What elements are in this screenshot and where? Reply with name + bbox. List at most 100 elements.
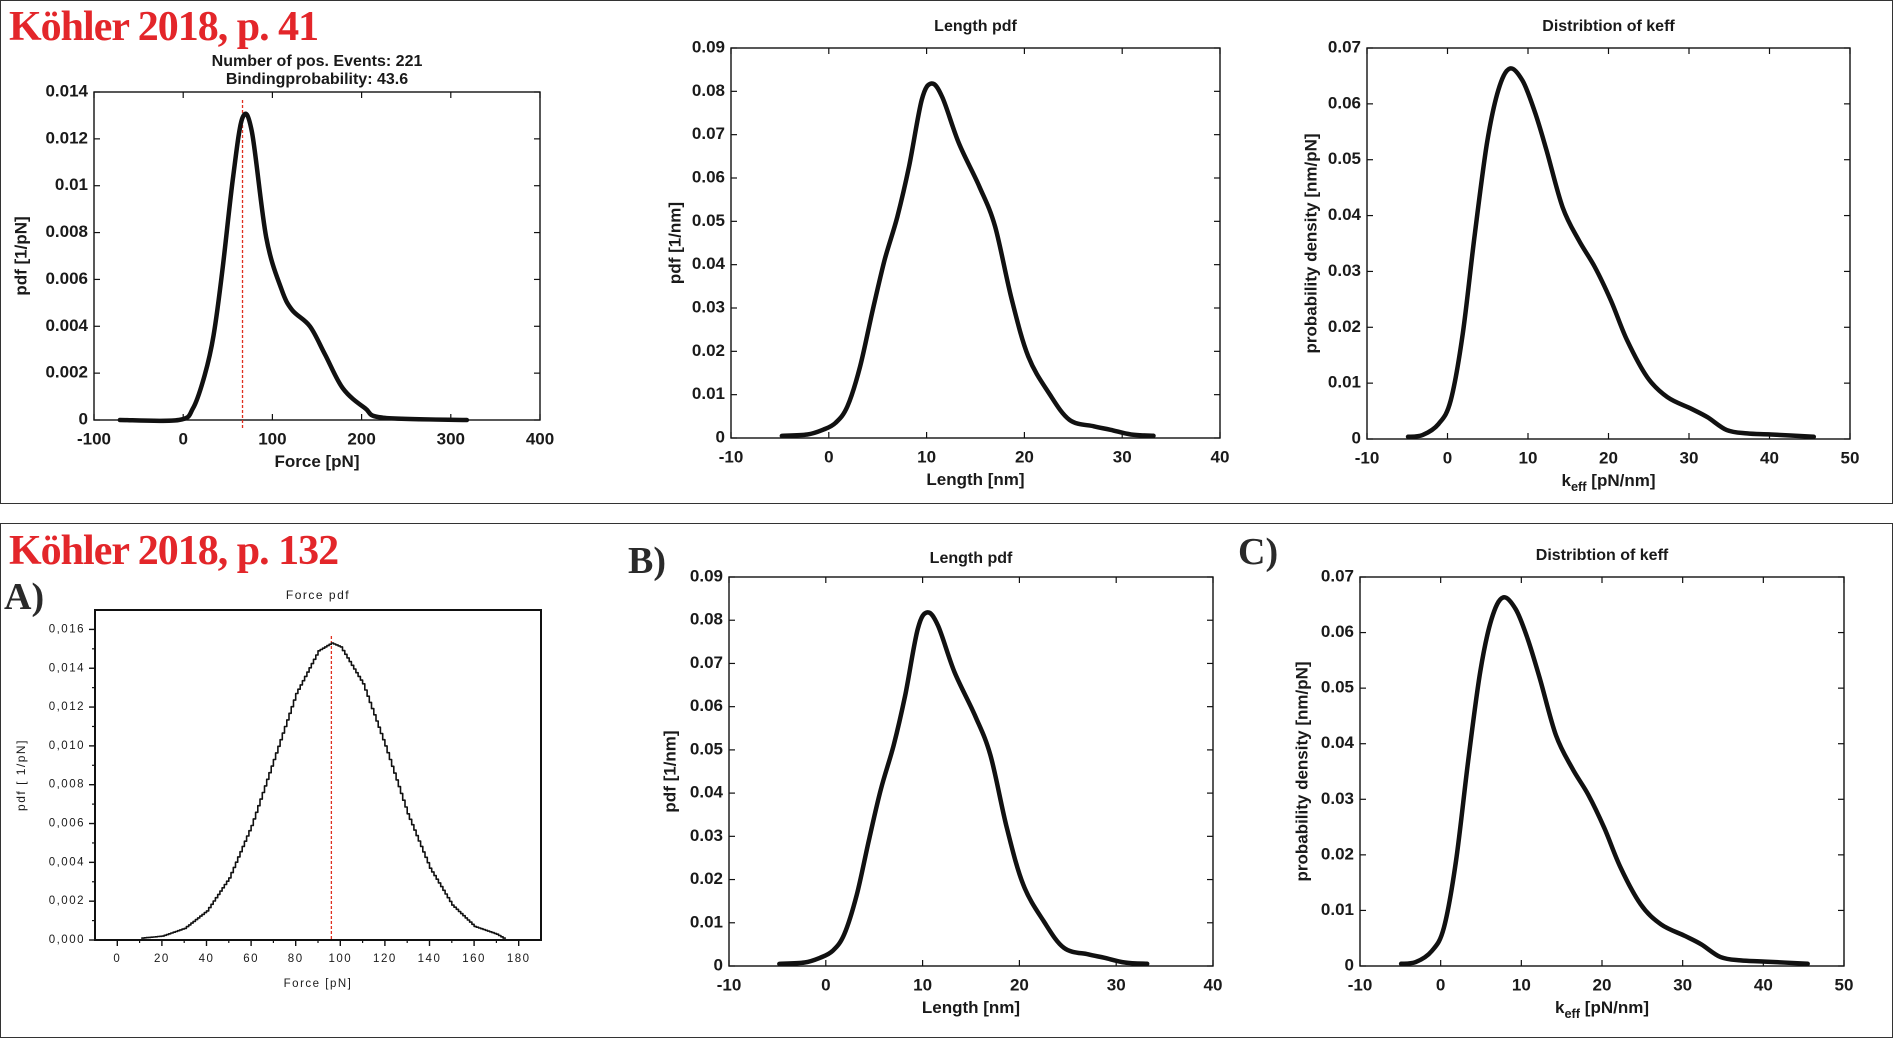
x-axis-label-main: k: [1555, 998, 1565, 1017]
x-axis-label: keff [pN/nm]: [1555, 998, 1649, 1021]
x-tick-label: 40: [199, 953, 215, 965]
chart-title: Bindingprobability: 43.6: [226, 71, 408, 88]
x-tick-label: 40: [1760, 448, 1779, 467]
y-tick-label: 0.01: [692, 384, 725, 403]
x-axis-label: Force [pN]: [275, 452, 360, 471]
chart-0: -100 0 100 200 300 40000.0020.0040.0060.0080.…: [11, 53, 554, 471]
x-tick-label: 400: [526, 429, 554, 448]
x-axis-label: Length [nm]: [922, 998, 1020, 1017]
x-tick-label: 180: [507, 953, 531, 965]
y-tick-label: 0.09: [690, 566, 723, 585]
x-tick-label: 40: [1754, 975, 1773, 994]
y-tick-label: 0.02: [1328, 317, 1361, 336]
y-tick-label: 0.06: [690, 696, 723, 715]
x-tick-label: -10: [1355, 448, 1380, 467]
y-tick-label: 0: [1345, 955, 1354, 974]
y-tick-label: 0.05: [1328, 149, 1361, 168]
x-tick-label: 0: [1436, 975, 1445, 994]
source-label-bottom: Köhler 2018, p. 132: [9, 528, 339, 574]
x-tick-label: 0: [821, 975, 830, 994]
y-tick-label: 0.02: [1321, 844, 1354, 863]
pdf-curve: [779, 81, 1156, 439]
x-tick-label: 20: [1015, 447, 1034, 466]
x-axis-label-main: Length [nm]: [922, 998, 1020, 1017]
pdf-curve: [117, 111, 470, 424]
y-tick-label: 0,000: [49, 934, 85, 946]
y-tick-label: 0.002: [45, 363, 88, 382]
plot-area: [1366, 47, 1851, 440]
y-tick-label: 0.04: [1328, 205, 1362, 224]
x-axis-label-subscript: eff: [1564, 1006, 1580, 1021]
x-tick-label: 20: [1593, 975, 1612, 994]
x-tick-label: 0: [824, 447, 833, 466]
y-tick-label: 0,004: [49, 856, 85, 868]
y-tick-label: 0.05: [690, 739, 723, 758]
pdf-curve: [777, 610, 1150, 967]
x-axis-label-main: Force [pN]: [275, 452, 360, 471]
y-tick-label: 0.07: [692, 124, 725, 143]
panel-label-c: C): [1238, 531, 1279, 573]
source-label-top: Köhler 2018, p. 41: [9, 4, 319, 50]
chart-4: -10 0 10 20 30 4000.010.020.030.040.050.060.0…: [660, 550, 1222, 1017]
y-tick-label: 0.09: [692, 37, 725, 56]
y-tick-label: 0.012: [45, 128, 88, 147]
y-tick-label: 0.07: [1328, 37, 1361, 56]
chart-title: Length pdf: [930, 550, 1013, 567]
pdf-curve: [1398, 595, 1810, 967]
x-tick-label: 50: [1841, 448, 1860, 467]
y-tick-label: 0.014: [45, 81, 88, 100]
x-tick-label: 0: [1443, 448, 1452, 467]
y-tick-label: 0.06: [1328, 93, 1361, 112]
y-tick-label: 0.04: [1321, 733, 1355, 752]
y-tick-label: 0.01: [55, 175, 88, 194]
y-tick-label: 0.07: [1321, 566, 1354, 585]
y-tick-label: 0,006: [49, 818, 85, 830]
y-tick-label: 0.04: [690, 783, 724, 802]
chart-title: Length pdf: [934, 18, 1017, 35]
y-tick-label: 0.008: [45, 222, 88, 241]
y-tick-label: 0.01: [1328, 373, 1361, 392]
plot-area: [728, 576, 1214, 967]
x-tick-label: 10: [913, 975, 932, 994]
y-tick-label: 0,010: [49, 740, 85, 752]
x-axis-label-main: Length [nm]: [926, 470, 1024, 489]
x-tick-label: -10: [1348, 975, 1373, 994]
chart-3: 0 20 40 60 80 100 120 140 160 180 0,000 0,002 0,004 0…: [14, 588, 542, 990]
y-axis-label: probability density [nm/pN]: [1292, 661, 1311, 881]
x-tick-label: -100: [77, 429, 111, 448]
x-axis-label-unit: [pN/nm]: [1587, 471, 1656, 490]
plot-area: [1359, 576, 1845, 967]
y-tick-label: 0.01: [690, 912, 723, 931]
y-tick-label: 0.01: [1321, 900, 1354, 919]
y-tick-label: 0.006: [45, 269, 88, 288]
y-tick-label: 0.03: [1328, 261, 1361, 280]
x-tick-label: 300: [437, 429, 465, 448]
plot-area: [93, 91, 541, 421]
x-tick-label: 30: [1113, 447, 1132, 466]
x-axis-label: keff [pN/nm]: [1562, 471, 1656, 494]
y-tick-label: 0.004: [45, 316, 88, 335]
y-tick-label: 0.08: [690, 610, 723, 629]
plot-area: [730, 47, 1221, 439]
x-tick-label: 30: [1680, 448, 1699, 467]
y-tick-label: 0.08: [692, 81, 725, 100]
y-tick-label: 0.06: [692, 167, 725, 186]
plot-area: [94, 609, 542, 941]
x-tick-label: 20: [1010, 975, 1029, 994]
x-tick-label: 10: [1512, 975, 1531, 994]
y-tick-label: 0: [714, 955, 723, 974]
x-tick-label: 200: [347, 429, 375, 448]
panel-label-a: A): [4, 576, 45, 618]
x-tick-label: 60: [243, 953, 259, 965]
y-tick-label: 0.06: [1321, 622, 1354, 641]
y-tick-label: 0.03: [1321, 789, 1354, 808]
pdf-curve: [1405, 66, 1817, 440]
chart-5: -10 0 10 20 30 40 5000.010.020.030.040.050.060…: [1292, 547, 1853, 1021]
y-tick-label: 0: [716, 427, 725, 446]
x-tick-label: 50: [1835, 975, 1854, 994]
y-tick-label: 0,016: [49, 623, 85, 635]
chart-title: Distribtion of keff: [1542, 18, 1675, 35]
x-tick-label: 120: [373, 953, 397, 965]
y-tick-label: 0.03: [690, 826, 723, 845]
